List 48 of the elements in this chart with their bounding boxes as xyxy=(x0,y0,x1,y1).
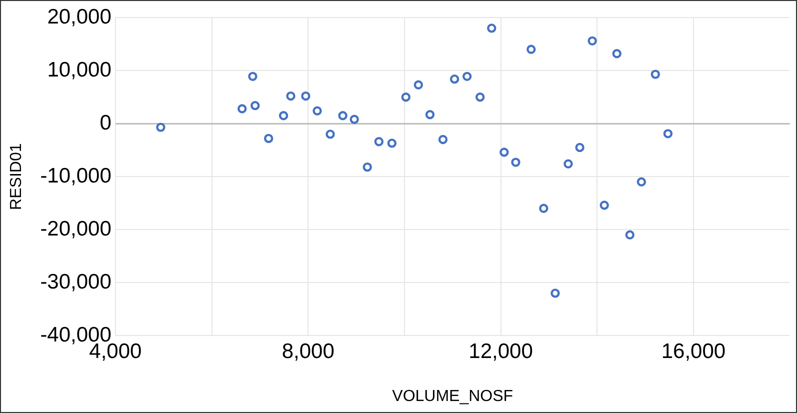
point xyxy=(462,72,472,82)
point xyxy=(286,91,296,101)
point xyxy=(238,104,247,114)
point xyxy=(500,148,509,157)
y-tick-label: -10,000 xyxy=(40,164,112,188)
point xyxy=(625,230,634,240)
y-tick-label: 20,000 xyxy=(47,5,112,28)
point xyxy=(401,92,410,102)
point xyxy=(248,72,258,82)
point xyxy=(564,159,573,168)
point xyxy=(362,162,372,172)
point xyxy=(487,24,496,33)
x-tick-label: 16,000 xyxy=(661,340,726,363)
point xyxy=(156,122,166,132)
point xyxy=(301,91,310,101)
x-tick-label: 8,000 xyxy=(282,340,334,363)
point xyxy=(414,80,424,90)
x-axis-title: VOLUME_NOSF xyxy=(392,388,514,405)
y-axis-title: RESID01 xyxy=(8,143,26,210)
point xyxy=(575,142,584,152)
point xyxy=(588,36,597,46)
point xyxy=(278,111,288,120)
point xyxy=(450,74,460,84)
point xyxy=(312,106,322,116)
point xyxy=(425,110,435,120)
point xyxy=(526,44,536,54)
point xyxy=(550,288,560,298)
x-tick-label: 12,000 xyxy=(468,340,533,363)
point xyxy=(475,92,485,102)
y-tick-label: 10,000 xyxy=(47,58,112,82)
point xyxy=(387,138,397,148)
point xyxy=(326,130,335,139)
point xyxy=(264,134,274,144)
point xyxy=(374,137,384,146)
point xyxy=(636,177,646,186)
point xyxy=(650,70,660,79)
y-tick-label: -30,000 xyxy=(40,270,112,294)
point xyxy=(539,204,548,213)
point xyxy=(511,158,520,167)
point xyxy=(250,100,260,110)
point xyxy=(338,111,348,120)
y-tick-label: -20,000 xyxy=(40,217,112,240)
point xyxy=(600,200,609,210)
point xyxy=(438,134,448,144)
point xyxy=(350,114,359,124)
point xyxy=(663,129,673,138)
point xyxy=(612,49,622,58)
y-tick-label: 0 xyxy=(100,111,112,134)
